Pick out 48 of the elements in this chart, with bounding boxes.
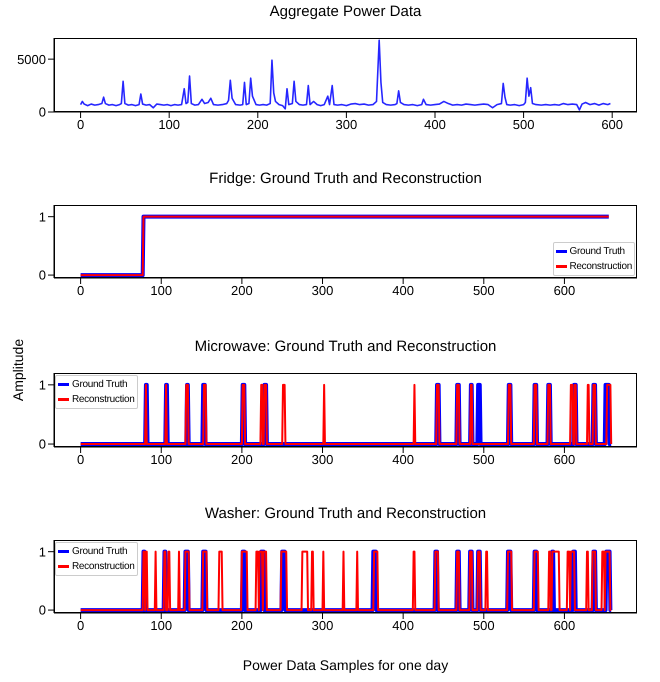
- x-tick-label: 500: [472, 452, 495, 468]
- x-tick-label: 100: [150, 283, 172, 298]
- chart-title: Washer: Ground Truth and Reconstruction: [204, 504, 488, 524]
- x-tick-label: 200: [231, 618, 253, 634]
- x-tick-label: 0: [76, 283, 84, 298]
- x-tick-label: 600: [554, 618, 576, 634]
- y-tick-label: 5000: [17, 52, 46, 67]
- x-tick-label: 0: [76, 452, 84, 468]
- legend-label: Reconstruction: [570, 261, 632, 272]
- x-tick-label: 300: [312, 452, 334, 468]
- chart-title: Fridge: Ground Truth and Reconstruction: [208, 169, 483, 189]
- legend-label: Ground Truth: [570, 246, 625, 257]
- x-tick-label: 500: [512, 117, 534, 132]
- x-tick-label: 100: [158, 117, 180, 132]
- y-tick-label: 1: [38, 377, 46, 392]
- x-tick-label: 0: [76, 618, 84, 634]
- x-tick-label: 200: [231, 283, 253, 298]
- legend-label: Reconstruction: [72, 394, 134, 405]
- x-tick-label: 200: [231, 452, 253, 468]
- x-tick-label: 400: [392, 283, 414, 298]
- x-tick-label: 400: [392, 452, 414, 468]
- x-tick-label: 300: [336, 117, 358, 132]
- x-tick-label: 500: [472, 618, 495, 634]
- x-tick-label: 200: [246, 117, 269, 132]
- y-tick-label: 0: [38, 602, 46, 618]
- x-tick-label: 400: [424, 117, 446, 132]
- x-tick-label: 100: [150, 618, 172, 634]
- y-tick-label: 0: [38, 268, 46, 283]
- x-tick-label: 600: [601, 117, 624, 132]
- x-tick-label: 600: [554, 283, 576, 298]
- y-tick-label: 0: [38, 436, 46, 452]
- legend-label: Ground Truth: [72, 379, 128, 390]
- x-tick-label: 400: [392, 618, 414, 634]
- y-tick-label: 1: [38, 209, 46, 224]
- x-axis-title: Power Data Samples for one day: [242, 656, 450, 675]
- x-tick-label: 600: [554, 452, 576, 468]
- legend-label: Reconstruction: [72, 561, 134, 572]
- legend-label: Ground Truth: [72, 546, 128, 557]
- x-tick-label: 0: [76, 117, 84, 132]
- y-axis-title: Amplitude: [10, 338, 26, 402]
- x-tick-label: 300: [312, 618, 334, 634]
- y-tick-label: 1: [38, 544, 46, 560]
- y-tick-label: 0: [38, 104, 46, 120]
- x-tick-label: 500: [472, 283, 495, 298]
- x-tick-label: 300: [312, 283, 334, 298]
- x-tick-label: 100: [150, 452, 172, 468]
- chart-title: Aggregate Power Data: [268, 2, 422, 22]
- chart-title: Microwave: Ground Truth and Reconstruction: [194, 338, 496, 355]
